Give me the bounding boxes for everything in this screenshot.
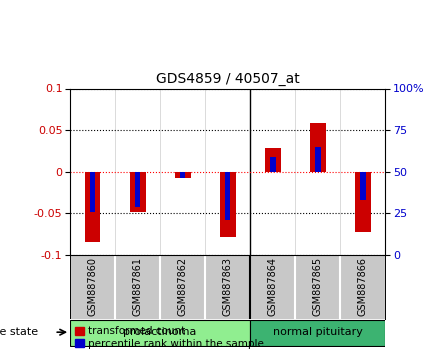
Text: GSM887866: GSM887866 — [358, 257, 368, 316]
Bar — [135, 172, 140, 207]
Bar — [355, 172, 371, 232]
Bar — [85, 172, 100, 242]
Text: GSM887864: GSM887864 — [268, 257, 278, 316]
Bar — [265, 148, 281, 172]
Text: normal pituitary: normal pituitary — [273, 327, 363, 337]
Bar — [175, 172, 191, 178]
Text: prolactinoma: prolactinoma — [124, 327, 197, 337]
Text: GSM887861: GSM887861 — [133, 257, 143, 316]
Text: GSM887865: GSM887865 — [313, 257, 323, 316]
Text: GSM887862: GSM887862 — [178, 257, 188, 316]
Bar — [360, 172, 366, 200]
Text: GSM887863: GSM887863 — [223, 257, 233, 316]
Bar — [250, 320, 385, 346]
Bar — [225, 172, 230, 220]
Bar — [315, 147, 321, 172]
Text: GSM887860: GSM887860 — [88, 257, 98, 316]
Bar — [310, 124, 326, 172]
Bar — [70, 320, 250, 346]
Bar — [130, 172, 145, 212]
Bar — [90, 172, 95, 212]
Title: GDS4859 / 40507_at: GDS4859 / 40507_at — [156, 72, 300, 86]
Bar — [220, 172, 236, 236]
Text: disease state: disease state — [0, 327, 39, 337]
Legend: transformed count, percentile rank within the sample: transformed count, percentile rank withi… — [75, 326, 264, 349]
Bar — [270, 157, 276, 172]
Bar — [180, 172, 185, 178]
